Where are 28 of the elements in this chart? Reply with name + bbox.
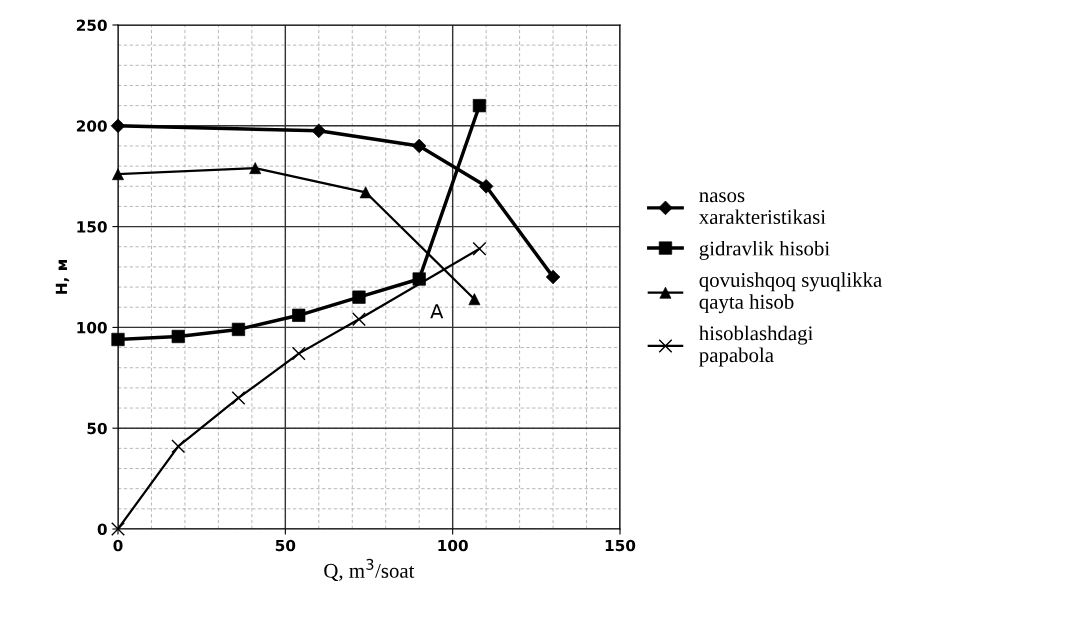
annotation: A	[430, 304, 444, 319]
y-tick-label: 0	[97, 523, 107, 536]
x-tick-label: 150	[605, 539, 636, 552]
point	[171, 439, 186, 454]
point	[111, 332, 125, 347]
y-tick-label: 250	[76, 19, 107, 32]
legend-label: gidravlik hisobi	[699, 240, 830, 260]
point	[411, 138, 427, 154]
point	[472, 241, 487, 256]
point	[171, 329, 185, 344]
legend-label: hisoblashdagi papabola	[699, 325, 813, 367]
point	[231, 322, 246, 337]
y-tick-label: 50	[87, 422, 107, 435]
point	[472, 99, 487, 113]
y-tick-label: 200	[76, 120, 107, 132]
x-axis-title: Q, m$^{3}$/soat	[324, 558, 415, 582]
y-axis-title: H, м	[55, 260, 70, 294]
point	[111, 522, 125, 536]
y-tick-label: 150	[77, 221, 107, 233]
y-tick-label: 100	[77, 321, 107, 334]
x-tick-label: 100	[438, 539, 468, 552]
legend-label: nasos xarakteristikasi	[698, 192, 826, 225]
legend-label: qovuishqoq syuqlikka qayta hisob	[699, 272, 882, 314]
point	[231, 391, 246, 405]
point	[352, 312, 366, 327]
x-tick-label: 0	[113, 539, 123, 552]
x-tick-label: 50	[275, 539, 296, 552]
point	[291, 346, 306, 361]
